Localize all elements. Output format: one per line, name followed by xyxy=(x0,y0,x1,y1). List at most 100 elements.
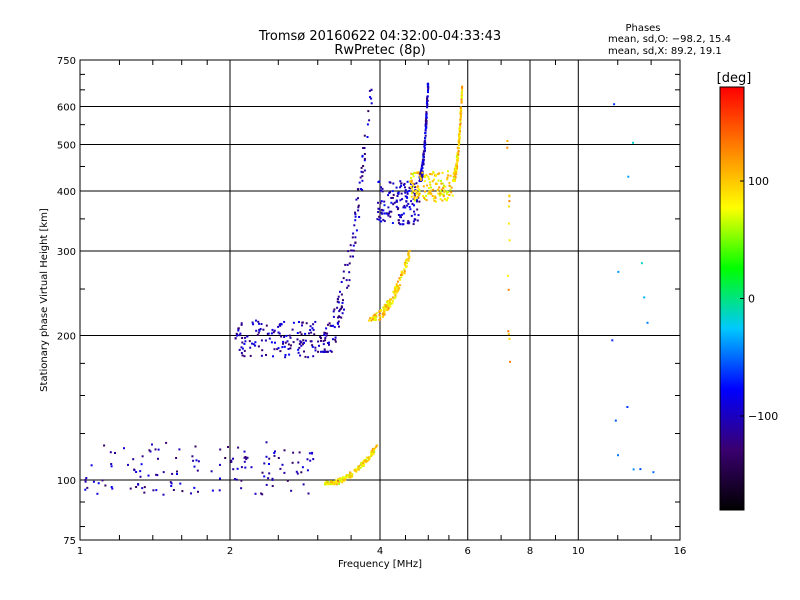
data-point xyxy=(434,197,437,199)
data-point xyxy=(431,180,434,183)
data-point xyxy=(429,186,432,189)
data-point xyxy=(438,186,441,189)
data-point xyxy=(414,189,417,192)
data-point xyxy=(283,471,286,474)
data-point xyxy=(346,286,349,289)
data-point xyxy=(257,331,260,334)
data-point xyxy=(390,197,393,199)
data-point xyxy=(261,493,264,496)
data-point xyxy=(311,344,314,347)
data-point xyxy=(401,198,404,201)
data-point xyxy=(211,489,214,492)
data-point xyxy=(412,182,415,185)
data-point xyxy=(151,443,153,446)
data-point xyxy=(351,475,353,478)
data-point xyxy=(389,215,392,218)
data-point xyxy=(84,488,87,491)
data-point xyxy=(425,115,428,118)
data-point xyxy=(251,321,254,324)
data-point xyxy=(403,270,406,273)
data-point xyxy=(421,167,424,169)
data-point xyxy=(154,448,157,451)
data-point xyxy=(273,454,276,457)
data-point xyxy=(346,476,349,479)
data-point xyxy=(244,466,247,469)
data-point xyxy=(224,457,227,459)
data-point xyxy=(238,348,241,351)
data-point xyxy=(430,193,433,195)
data-point xyxy=(388,212,391,215)
data-point xyxy=(353,469,356,472)
data-point xyxy=(326,480,329,483)
data-point xyxy=(391,196,394,199)
data-point xyxy=(319,350,322,353)
data-point xyxy=(440,179,442,182)
data-point xyxy=(403,183,405,186)
data-point xyxy=(424,134,427,137)
data-point xyxy=(270,341,273,344)
data-point xyxy=(435,200,437,203)
data-point xyxy=(354,468,357,471)
data-point xyxy=(248,340,251,343)
data-point xyxy=(387,194,390,197)
data-point xyxy=(392,296,395,299)
data-point xyxy=(278,332,281,335)
data-point xyxy=(132,458,135,461)
data-point xyxy=(441,182,444,185)
data-point xyxy=(243,450,246,453)
data-point xyxy=(111,487,114,490)
data-point xyxy=(240,466,243,469)
data-point xyxy=(129,487,132,490)
data-point xyxy=(411,202,414,205)
data-point xyxy=(362,165,365,167)
data-point xyxy=(401,273,404,276)
data-point xyxy=(317,340,320,343)
data-point xyxy=(389,302,392,305)
data-point xyxy=(149,450,152,453)
data-point xyxy=(341,301,344,304)
data-point xyxy=(257,320,260,323)
data-point xyxy=(413,197,416,200)
data-point xyxy=(97,482,100,485)
data-point xyxy=(305,322,308,325)
data-point xyxy=(459,122,462,125)
data-point xyxy=(380,189,382,192)
data-point xyxy=(326,483,329,486)
data-point xyxy=(439,190,442,193)
data-point xyxy=(434,173,437,176)
data-point xyxy=(398,287,401,290)
data-point xyxy=(411,187,414,190)
data-point xyxy=(254,341,257,344)
data-point xyxy=(133,468,136,471)
data-point xyxy=(412,184,415,187)
data-point xyxy=(282,342,284,345)
data-point xyxy=(284,356,287,359)
data-point xyxy=(243,349,246,352)
data-point xyxy=(416,195,419,198)
data-point xyxy=(374,447,377,450)
data-point xyxy=(368,456,371,459)
data-point xyxy=(355,229,358,232)
data-point xyxy=(440,182,443,185)
data-point xyxy=(332,315,335,318)
data-point xyxy=(387,300,390,303)
data-point xyxy=(427,84,430,86)
data-point xyxy=(450,186,453,189)
data-point xyxy=(255,329,258,332)
data-point xyxy=(407,254,410,257)
data-point xyxy=(296,338,299,341)
data-point xyxy=(375,315,378,318)
data-point xyxy=(404,186,406,189)
data-point xyxy=(426,98,429,101)
data-point xyxy=(273,329,276,332)
data-point xyxy=(327,323,329,326)
data-point xyxy=(157,457,159,460)
data-point xyxy=(457,144,460,146)
data-point xyxy=(370,102,373,105)
data-point xyxy=(418,189,421,192)
data-point xyxy=(417,193,420,196)
data-point xyxy=(313,333,316,336)
data-point xyxy=(352,232,355,235)
data-point xyxy=(350,249,353,252)
data-point xyxy=(422,185,425,188)
